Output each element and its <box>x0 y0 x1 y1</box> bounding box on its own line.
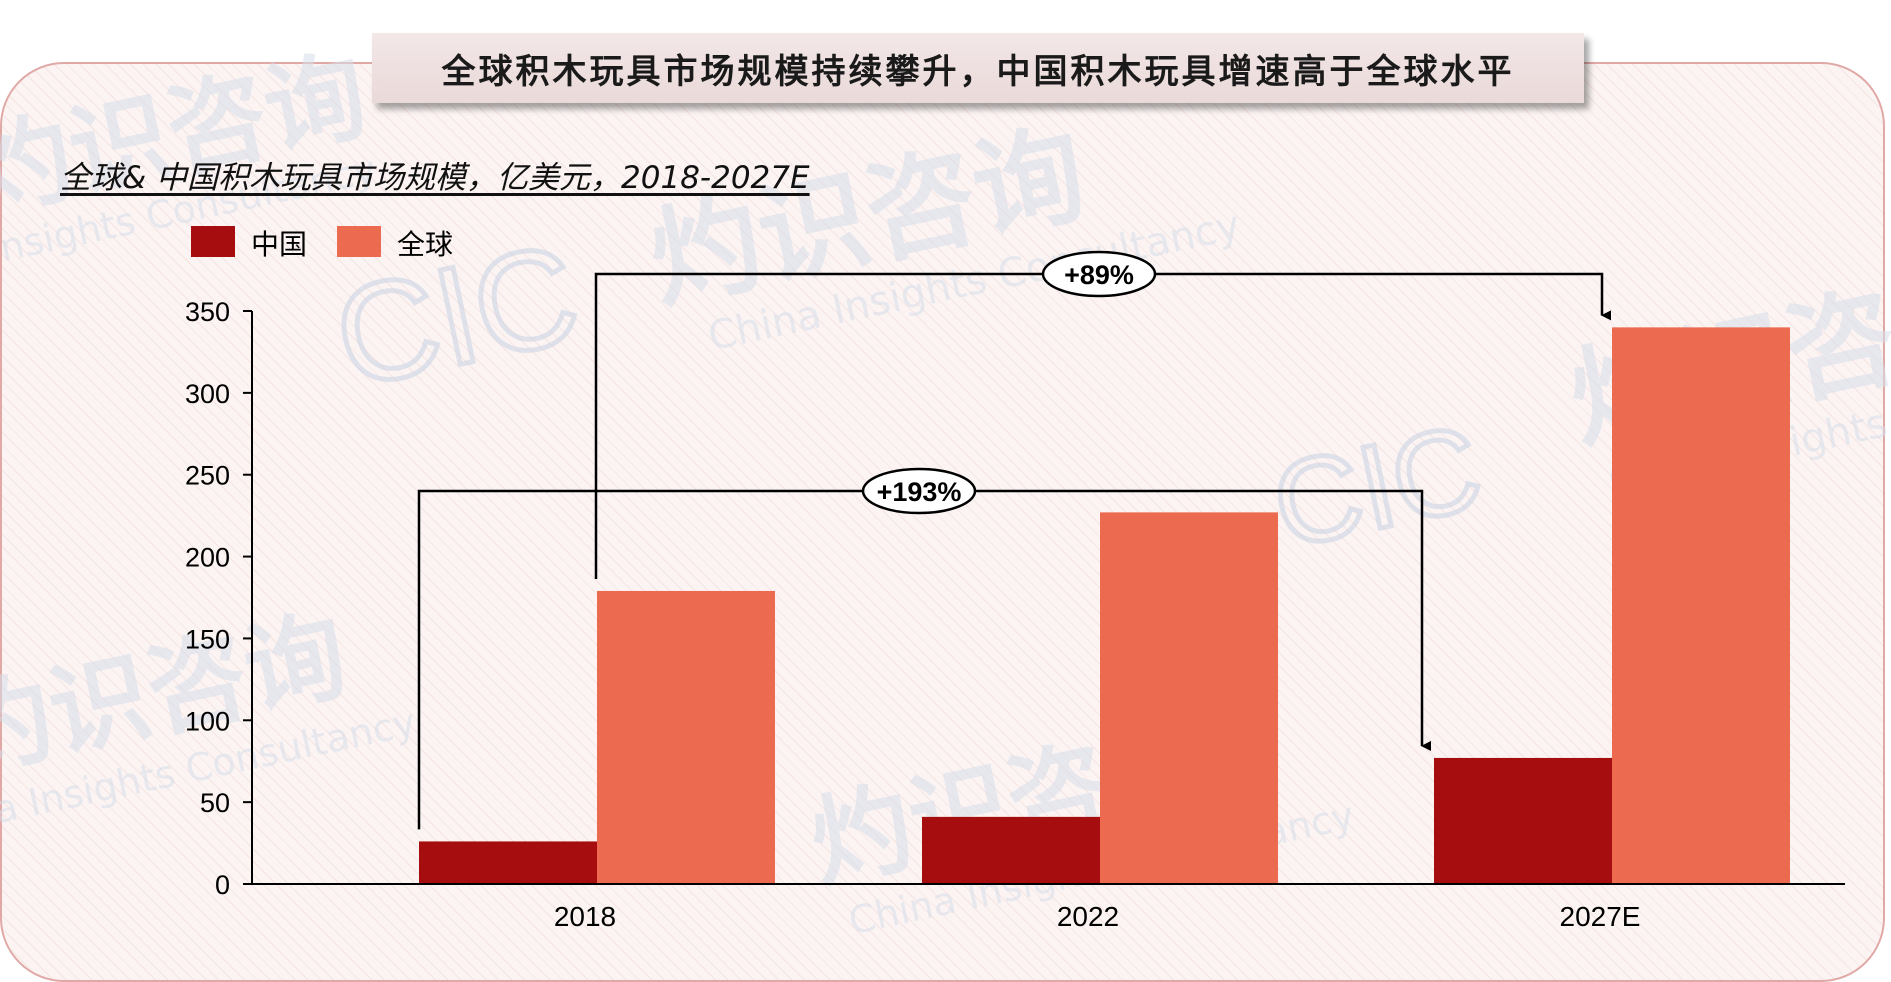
x-tick-label: 2027E <box>1560 901 1641 932</box>
y-axis: 0 50 100 150 200 250 300 350 <box>185 297 253 900</box>
bar-china-2018 <box>419 841 597 884</box>
y-tick-label: 350 <box>185 297 230 327</box>
y-tick-label: 0 <box>215 870 230 900</box>
x-tick-label: 2018 <box>554 901 616 932</box>
growth-label-pill <box>861 467 977 515</box>
y-tick-label: 200 <box>185 543 230 573</box>
growth-label: +193% <box>877 477 962 507</box>
growth-connector <box>594 272 1611 579</box>
legend-label: 全球 <box>397 228 453 261</box>
bar-global-2027E <box>1612 327 1790 884</box>
chart-subtitle: 全球& 中国积木玩具市场规模，亿美元，2018-2027E <box>60 160 810 196</box>
legend-label: 中国 <box>251 228 307 261</box>
bar-china-2022 <box>922 816 1100 884</box>
y-tick-label: 300 <box>185 379 230 409</box>
chart-legend: 中国 全球 <box>191 226 453 261</box>
page-title: 全球积木玩具市场规模持续攀升，中国积木玩具增速高于全球水平 <box>441 51 1515 92</box>
growth-label-pill <box>1041 250 1157 298</box>
bar-global-2022 <box>1100 512 1278 884</box>
y-tick-label: 100 <box>185 706 230 736</box>
chart-panel <box>0 62 1885 982</box>
bar-chart: 中国 全球 0 50 100 150 200 250 300 350 2018 2022 2027E… <box>185 226 1845 932</box>
chart-bars <box>419 327 1790 884</box>
x-tick-label: 2022 <box>1057 901 1119 932</box>
y-tick-label: 150 <box>185 624 230 654</box>
y-tick-label: 50 <box>200 788 230 818</box>
growth-annotations: +89% +193% <box>417 250 1611 830</box>
bar-china-2027E <box>1434 757 1612 884</box>
growth-label: +89% <box>1064 260 1134 290</box>
legend-swatch <box>191 226 235 257</box>
x-axis: 2018 2022 2027E <box>252 883 1845 932</box>
y-tick-label: 250 <box>185 461 230 491</box>
title-banner: 全球积木玩具市场规模持续攀升，中国积木玩具增速高于全球水平 <box>372 33 1584 103</box>
legend-swatch <box>337 226 381 257</box>
bar-global-2018 <box>597 590 775 884</box>
